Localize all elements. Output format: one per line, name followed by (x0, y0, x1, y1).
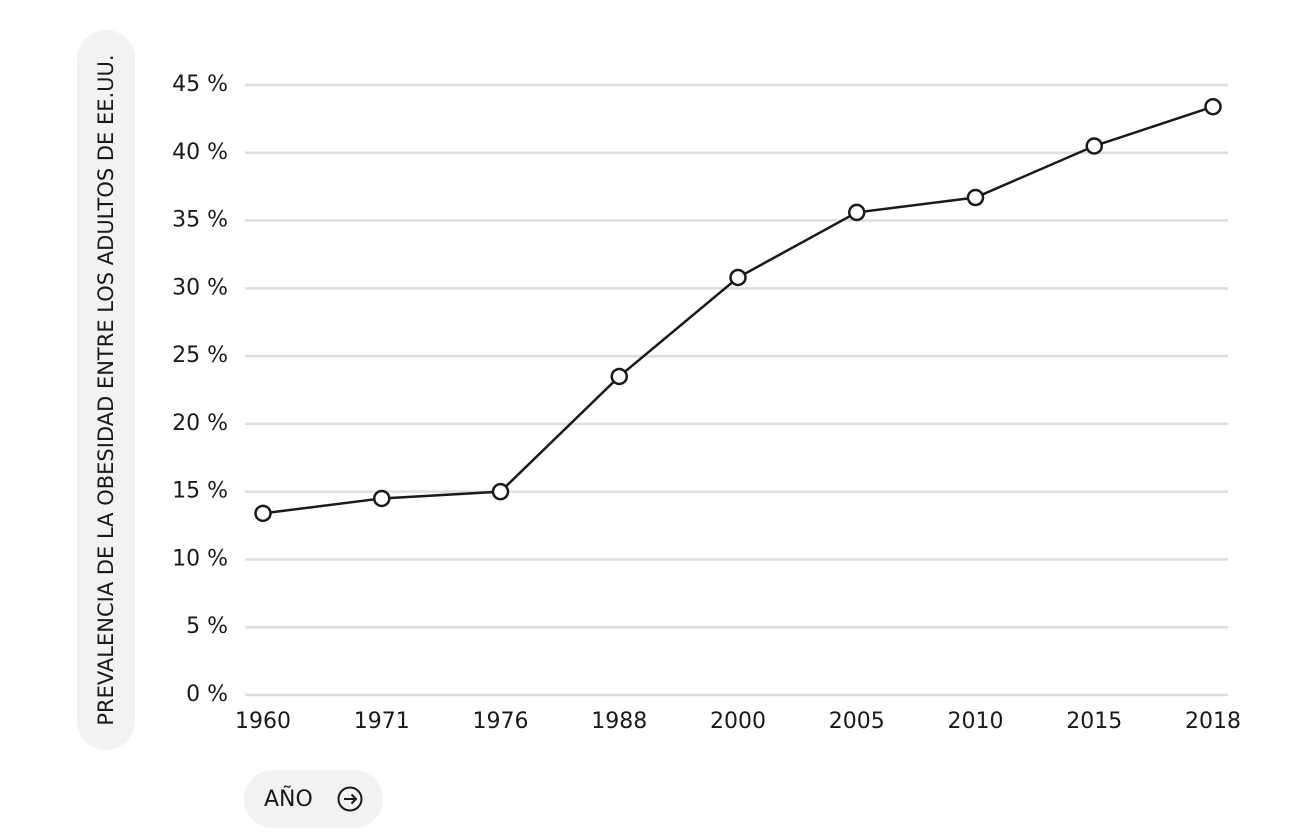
x-tick-label: 2018 (1185, 709, 1241, 734)
data-point (610, 367, 628, 386)
x-tick-label: 1988 (591, 709, 647, 734)
data-line (262, 105, 1214, 515)
y-tick-label: 15 % (172, 479, 228, 504)
arrow-icon[interactable] (337, 786, 363, 812)
x-tick-label: 1960 (235, 709, 291, 734)
x-tick-label: 2010 (948, 709, 1004, 734)
y-axis-label: PREVALENCIA DE LA OBESIDAD ENTRE LOS ADU… (94, 54, 118, 725)
y-tick-label: 25 % (172, 343, 228, 368)
data-point (491, 482, 510, 501)
x-tick-label: 2005 (829, 709, 885, 734)
x-tick-label: 2000 (710, 709, 766, 734)
data-point (966, 188, 985, 207)
data-point (1085, 137, 1103, 155)
y-tick-label: 0 % (186, 682, 228, 707)
data-point (373, 489, 391, 508)
y-label-pill (77, 30, 135, 750)
x-label-pill[interactable] (244, 770, 383, 828)
y-tick-label: 45 % (172, 72, 228, 97)
y-tick-label: 10 % (172, 546, 228, 571)
x-tick-label: 1971 (354, 709, 410, 734)
y-tick-label: 35 % (172, 208, 228, 233)
x-tick-label: 2015 (1066, 709, 1122, 734)
y-tick-label: 20 % (172, 411, 228, 436)
data-point (1204, 97, 1222, 116)
y-tick-label: 5 % (186, 614, 228, 639)
data-point (729, 268, 747, 287)
y-tick-label: 30 % (172, 275, 228, 300)
x-axis-label[interactable]: AÑO (264, 785, 313, 812)
data-point (254, 504, 272, 523)
data-point (848, 203, 866, 222)
y-tick-label: 40 % (172, 140, 228, 165)
x-tick-label: 1976 (473, 709, 529, 734)
